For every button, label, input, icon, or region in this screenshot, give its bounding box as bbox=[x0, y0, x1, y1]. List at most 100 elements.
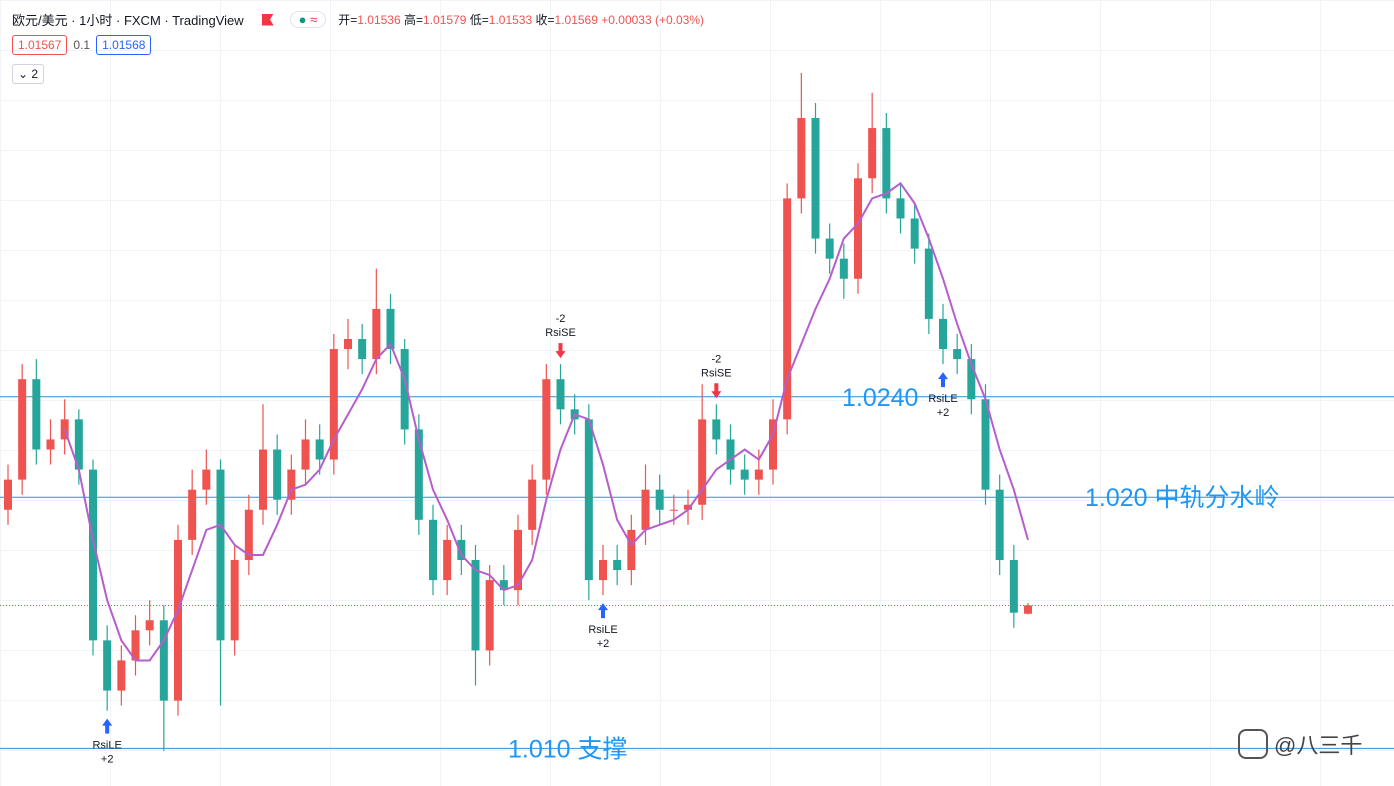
moving-average bbox=[63, 181, 1029, 662]
signal-qty: +2 bbox=[937, 407, 950, 419]
candle-body bbox=[613, 559, 622, 571]
candle-body bbox=[117, 660, 126, 691]
candle-body bbox=[315, 439, 324, 460]
ohlc-label: 高= bbox=[404, 13, 424, 27]
candle-body bbox=[145, 620, 154, 631]
candle-body bbox=[358, 339, 367, 360]
signal-qty: +2 bbox=[597, 638, 610, 650]
candle-body bbox=[386, 308, 395, 350]
candle-body bbox=[839, 258, 848, 279]
candle-body bbox=[18, 379, 27, 480]
candle-body bbox=[259, 449, 267, 510]
change: +0.00033 (+0.03%) bbox=[601, 13, 704, 27]
ohlc-label: 开= bbox=[338, 13, 358, 27]
signal-label: RsiLE bbox=[928, 393, 957, 405]
ohlc-label: 低= bbox=[469, 13, 489, 27]
candle-body bbox=[967, 359, 976, 400]
ohlc-value: 1.01579 bbox=[423, 13, 467, 27]
candle-body bbox=[854, 178, 862, 279]
candle-body bbox=[74, 419, 83, 470]
candle-body bbox=[471, 559, 480, 651]
candle-body bbox=[159, 620, 168, 701]
spread: 0.1 bbox=[73, 38, 91, 52]
candle-body bbox=[981, 399, 990, 490]
long-arrow bbox=[938, 372, 948, 388]
buy-button[interactable]: 1.01568 bbox=[96, 35, 152, 55]
candle-body bbox=[32, 379, 41, 450]
long-arrow bbox=[598, 603, 608, 619]
candle-body bbox=[924, 248, 933, 319]
ohlc-value: 1.01569 bbox=[554, 13, 598, 27]
candle-body bbox=[641, 489, 650, 530]
signal-qty: +2 bbox=[101, 754, 114, 766]
candle-body bbox=[698, 419, 707, 505]
candle-body bbox=[103, 640, 112, 691]
candle-body bbox=[287, 469, 296, 500]
ohlc: 开=1.01536 高=1.01579 低=1.01533 收=1.01569 … bbox=[338, 11, 704, 28]
line-label: 1.020 中轨分水岭 bbox=[1085, 484, 1280, 512]
candle-body bbox=[882, 128, 891, 199]
sell-button[interactable]: 1.01567 bbox=[12, 35, 68, 55]
candle-body bbox=[485, 580, 494, 651]
signal-label: RsiSE bbox=[545, 327, 576, 339]
candle-body bbox=[273, 449, 282, 500]
candle-body bbox=[542, 379, 551, 480]
short-arrow bbox=[555, 343, 566, 359]
candle-body bbox=[669, 509, 678, 511]
candle-body bbox=[1009, 559, 1018, 613]
signal-label: RsiLE bbox=[588, 624, 617, 636]
candle-body bbox=[400, 349, 409, 430]
candle-body bbox=[244, 509, 253, 560]
candle-body bbox=[443, 539, 452, 581]
candle-body bbox=[46, 439, 55, 450]
short-arrow bbox=[711, 383, 722, 399]
candle-body bbox=[783, 198, 792, 420]
signal-label: RsiSE bbox=[701, 367, 732, 379]
status-pill[interactable]: ● ≈ bbox=[289, 11, 327, 28]
candle-body bbox=[655, 489, 664, 510]
signal-label: RsiLE bbox=[92, 740, 121, 752]
candle-body bbox=[627, 529, 636, 571]
candle-body bbox=[429, 519, 437, 581]
candle-body bbox=[584, 419, 593, 581]
flag[interactable] bbox=[261, 13, 274, 26]
candle-body bbox=[896, 198, 905, 219]
candle-body bbox=[4, 479, 12, 510]
ohlc-label: 收= bbox=[535, 13, 555, 27]
candle-body bbox=[995, 489, 1004, 560]
indicator-count: 2 bbox=[31, 67, 39, 81]
indicators-toggle[interactable]: ⌄ 2 bbox=[12, 64, 45, 84]
candle-body bbox=[712, 419, 721, 440]
candle-body bbox=[414, 429, 423, 520]
candle-body bbox=[769, 419, 777, 470]
legend-row: 欧元/美元 · 1小时 · FXCM · TradingView ● ≈ 开=1… bbox=[12, 10, 704, 29]
candle-body bbox=[825, 238, 834, 259]
candle-body bbox=[202, 469, 211, 490]
long-arrow bbox=[102, 718, 113, 734]
candle-body bbox=[329, 349, 338, 460]
candle-body bbox=[372, 308, 381, 360]
candle-body bbox=[740, 469, 749, 480]
watermark-logo bbox=[1238, 729, 1268, 759]
signal-qty: -2 bbox=[711, 353, 721, 365]
line-label: 1.0240 bbox=[842, 384, 918, 412]
candle-body bbox=[499, 580, 508, 591]
candle-body bbox=[910, 218, 919, 249]
candle-body bbox=[188, 489, 197, 540]
candle-body bbox=[301, 439, 310, 470]
ohlc-value: 1.01533 bbox=[488, 13, 533, 27]
candle-body bbox=[528, 479, 537, 530]
candle-body bbox=[344, 339, 352, 350]
ohlc-value: 1.01536 bbox=[357, 13, 401, 27]
candle-body bbox=[556, 379, 565, 410]
candle-body bbox=[811, 118, 820, 239]
signal-qty: -2 bbox=[556, 313, 566, 325]
candle-body bbox=[953, 349, 962, 360]
candle-body bbox=[174, 539, 182, 701]
candle-body bbox=[684, 504, 692, 510]
symbol: 欧元/美元 · 1小时 · FXCM · TradingView bbox=[12, 13, 244, 28]
candle-body bbox=[726, 439, 735, 470]
watermark: @八三千 bbox=[1238, 728, 1362, 760]
